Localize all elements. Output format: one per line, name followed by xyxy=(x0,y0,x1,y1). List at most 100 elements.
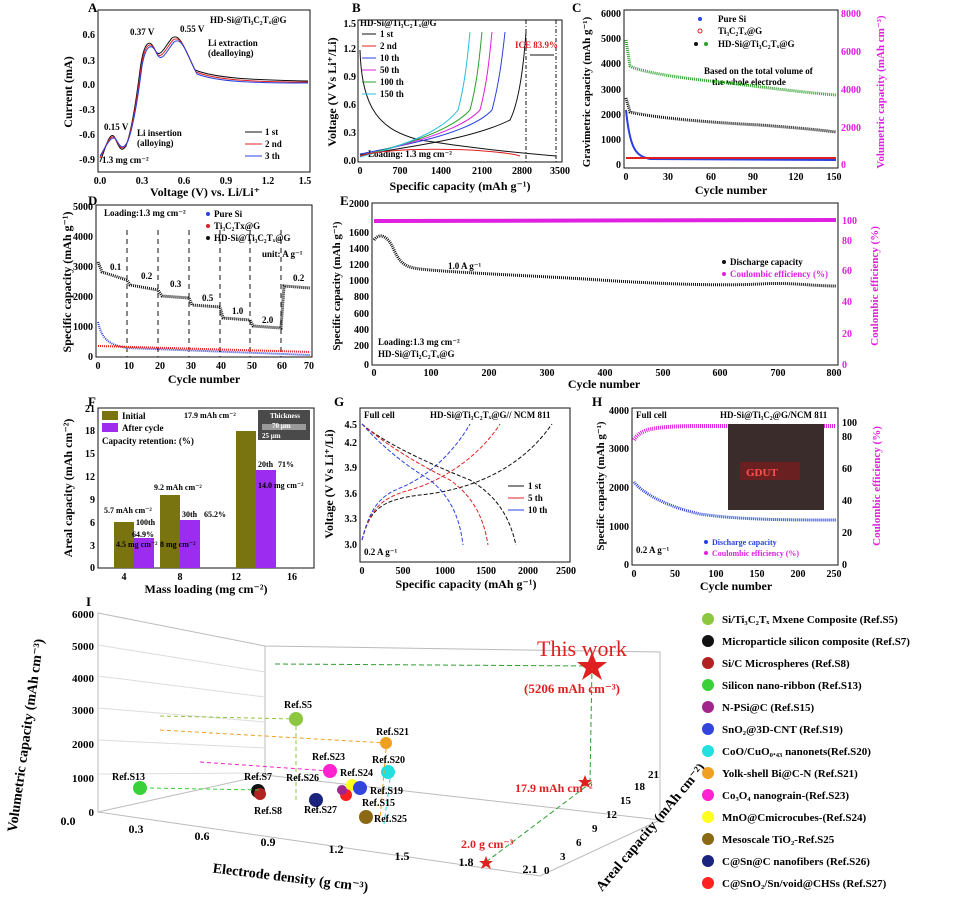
y2tick-c: 2000 xyxy=(841,123,861,134)
legend-i-label: Yolk-shell Bi@C-N (Ref.S21) xyxy=(722,768,858,780)
ytick-d: 1000 xyxy=(73,322,93,333)
xticks-h: 0 50 100 150 200 250 xyxy=(632,569,842,580)
xtick-h: 50 xyxy=(670,569,680,580)
legend-a-3: 3 th xyxy=(265,151,280,161)
xtick-g: 1000 xyxy=(435,566,455,577)
xtick-b: 1400 xyxy=(431,166,451,177)
inset-h-led: GDUT xyxy=(746,467,778,479)
legend-d-3: HD-Si@Ti₃C₂Tₓ@G xyxy=(214,233,291,243)
ann-a-6: Li insertion xyxy=(137,128,182,138)
yticks-g: 3.0 3.3 3.6 3.9 4.2 4.5 xyxy=(345,420,358,551)
ytick-b: 0.9 xyxy=(344,72,357,83)
y2label-c: Volumetric capacity (mAh cm⁻³) xyxy=(875,15,887,169)
ytick-c: 4000 xyxy=(601,59,621,70)
ref-label-i: Ref.S21 xyxy=(376,727,409,738)
ref-label-i: Ref.S15 xyxy=(362,798,395,809)
ytick-i: 0 xyxy=(89,807,95,819)
xtick-b: 3500 xyxy=(550,166,570,177)
legend-i-marker xyxy=(702,855,714,867)
ytick-a: 0.0 xyxy=(83,80,96,91)
xtick-e: 400 xyxy=(598,368,613,379)
legend-c-3: HD-Si@Ti₃C₂Tₓ@G xyxy=(718,39,795,49)
xtick-g: 2500 xyxy=(556,566,576,577)
ytick-g: 3.3 xyxy=(345,514,358,525)
panel-c: C Based on the total volume of the whole… xyxy=(572,0,887,197)
ytick-e: 0 xyxy=(364,360,369,371)
y2tick-h: 40 xyxy=(842,496,852,507)
ytick-f: 12 xyxy=(85,472,95,483)
rate-dividers-d xyxy=(126,230,282,357)
legend-i-marker xyxy=(702,833,714,845)
bar-f-after-1 xyxy=(134,538,154,568)
ytick-f: 0 xyxy=(90,563,95,574)
xtick-e: 100 xyxy=(424,368,439,379)
xlabel-a: Voltage (V) vs. Li/Li⁺ xyxy=(150,185,260,199)
xtick-h: 250 xyxy=(827,569,842,580)
rate-g: 0.2 A g⁻¹ xyxy=(364,547,398,557)
plot-frame-h xyxy=(631,407,839,566)
xtick-i: 0.0 xyxy=(61,814,76,828)
rate-d: 0.2 xyxy=(141,271,153,281)
fullcell-h: Full cell xyxy=(636,410,667,420)
legend-i-marker xyxy=(702,635,714,647)
xtick-a: 0.9 xyxy=(220,176,233,187)
grid-i xyxy=(97,644,266,775)
legend-f: Initial After cycle Capacity retention: … xyxy=(102,411,194,446)
density-value: 2.0 g cm⁻³ xyxy=(461,837,514,851)
legend-i-label: Mesoscale TiO₂-Ref.S25 xyxy=(722,834,835,846)
legend-f-2: After cycle xyxy=(122,423,164,433)
xtick-i: 0.9 xyxy=(261,835,276,849)
xtick-b: 2100 xyxy=(472,166,492,177)
legend-i-marker xyxy=(702,767,714,779)
legend-i-label: N-PSi@C (Ref.S15) xyxy=(722,702,814,714)
xtick-c: 30 xyxy=(663,172,673,183)
ytick-f: 3 xyxy=(90,541,95,552)
panel-g: G Full cell HD-Si@Ti₃C₂Tₓ@G// NCM 811 0.… xyxy=(322,394,576,591)
xtick-a: 1.2 xyxy=(262,176,275,187)
ytick-g: 4.2 xyxy=(345,438,358,449)
legend-b-4: 50 th xyxy=(380,65,399,75)
point-s15 xyxy=(337,785,347,795)
areal-value: 17.9 mAh cm⁻² xyxy=(515,781,593,795)
ann-a-7: (alloying) xyxy=(137,138,174,148)
ytick-d: 4000 xyxy=(73,232,93,243)
xtick-c: 0 xyxy=(624,172,629,183)
xticks-f: 4 8 12 16 xyxy=(122,572,298,583)
y2label-e: Coulombic efficiency (%) xyxy=(869,226,881,346)
series-g-1-ch xyxy=(361,423,553,541)
legend-i-marker xyxy=(702,657,714,669)
panel-b: B HD-Si@Ti₃C₂Tₓ@G ICE 83.9% Loading: 1.3… xyxy=(325,0,570,193)
series-c-vol xyxy=(624,39,837,97)
ytick-i: 2000 xyxy=(72,739,95,751)
loading-b: Loading: 1.3 mg cm⁻² xyxy=(368,149,452,159)
xtick-f: 16 xyxy=(287,572,297,583)
xtick-d: 30 xyxy=(186,361,196,372)
ytick-e: 1000 xyxy=(349,276,369,287)
ytick-c: 2000 xyxy=(601,110,621,121)
series-g-10-dis xyxy=(361,423,464,546)
ytick-i: 5000 xyxy=(72,641,95,653)
panel-f: F Initial After cycle Capacity retention… xyxy=(61,394,315,596)
legend-c-2: Ti₃C₂Tₓ@G xyxy=(718,26,762,36)
xtick-f: 12 xyxy=(231,572,241,583)
ytick-i: 4000 xyxy=(72,673,95,685)
note-c-2: the whole electrode xyxy=(712,77,786,87)
ytick-b: 0.3 xyxy=(344,128,357,139)
xtick-b: 2800 xyxy=(512,166,532,177)
y2ticks-e: 0 20 40 60 80 100 xyxy=(842,216,857,371)
ytick-g: 3.9 xyxy=(345,463,358,474)
ytick-e: 1200 xyxy=(349,260,369,271)
y2tick-e: 60 xyxy=(842,266,852,277)
ytick-h: 2000 xyxy=(609,483,629,494)
y2tick-h: 100 xyxy=(842,418,857,429)
rate-d: 2.0 xyxy=(262,315,274,325)
legend-i: Si/Ti₃C₂Tₓ Mxene Composite (Ref.S5) Micr… xyxy=(702,613,910,890)
ref-label-i: Ref.S19 xyxy=(370,786,403,797)
point-s26 xyxy=(309,793,323,807)
rate-d: 1.0 xyxy=(232,306,244,316)
xtick-i: 0.6 xyxy=(195,829,210,843)
ytick-c: 6000 xyxy=(601,9,621,20)
legend-i-label: C@SnO₂/Sn/void@CHSs (Ref.S27) xyxy=(722,878,887,890)
legend-i-marker xyxy=(702,789,714,801)
ytick-g: 3.6 xyxy=(345,489,358,500)
